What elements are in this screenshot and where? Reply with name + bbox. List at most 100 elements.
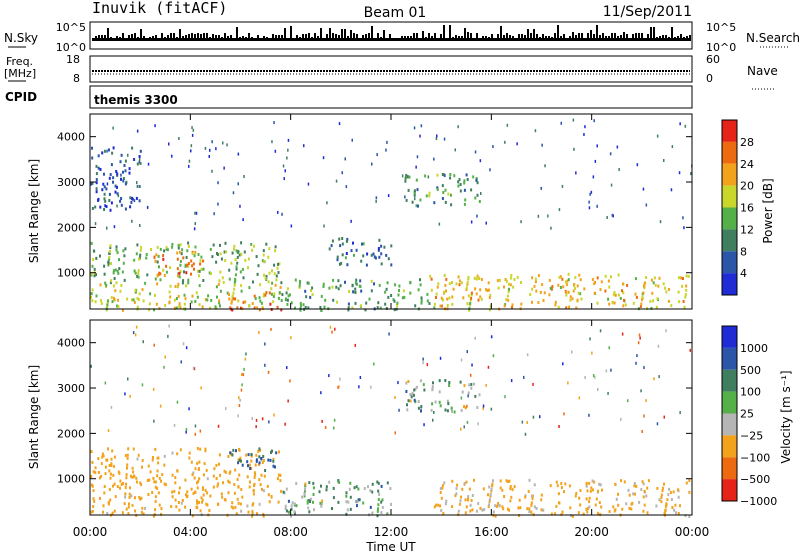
nsky-bar xyxy=(104,35,106,41)
data-cell xyxy=(116,192,119,196)
data-cell xyxy=(555,480,558,484)
data-cell xyxy=(194,490,197,494)
data-cell xyxy=(475,177,478,180)
data-cell xyxy=(274,465,276,469)
data-cell xyxy=(166,248,169,252)
data-cell xyxy=(262,512,265,516)
data-cell xyxy=(450,406,453,410)
data-cell xyxy=(262,458,265,462)
data-cell xyxy=(136,243,139,247)
data-cell xyxy=(184,505,187,509)
nsky-bar xyxy=(686,36,688,41)
data-cell xyxy=(634,277,637,281)
data-cell xyxy=(299,304,302,308)
data-cell xyxy=(112,176,115,180)
data-cell xyxy=(607,279,610,283)
data-cell xyxy=(679,122,681,126)
data-cell xyxy=(488,499,491,503)
nsky-bar xyxy=(212,34,214,41)
data-cell xyxy=(324,298,327,302)
data-cell xyxy=(194,250,197,254)
data-cell xyxy=(217,424,220,428)
data-cell xyxy=(454,148,456,152)
data-cell xyxy=(604,274,607,278)
data-cell xyxy=(267,493,270,497)
data-cell xyxy=(531,276,534,280)
data-cell xyxy=(237,461,240,465)
data-cell xyxy=(187,278,190,282)
data-cell xyxy=(228,297,231,301)
data-cell xyxy=(386,481,389,485)
data-cell xyxy=(586,507,589,510)
data-cell xyxy=(255,418,258,422)
data-cell xyxy=(194,245,197,249)
data-cell xyxy=(561,277,564,281)
data-cell xyxy=(455,282,458,286)
data-cell xyxy=(503,285,505,289)
data-cell xyxy=(394,431,396,435)
data-cell xyxy=(156,474,159,478)
data-cell xyxy=(320,308,323,312)
data-cell xyxy=(188,164,190,168)
data-cell xyxy=(347,306,350,310)
data-cell xyxy=(654,283,657,287)
data-cell xyxy=(444,408,447,412)
nsky-bar xyxy=(317,36,319,41)
data-cell xyxy=(588,481,591,485)
data-cell xyxy=(467,497,470,501)
data-cell xyxy=(113,298,116,302)
data-cell xyxy=(233,483,236,486)
data-cell xyxy=(504,278,507,281)
data-cell xyxy=(124,454,127,458)
data-cell xyxy=(451,479,454,483)
data-cell xyxy=(487,365,490,369)
data-cell xyxy=(258,331,260,335)
data-cell xyxy=(409,280,412,284)
data-cell xyxy=(634,492,636,496)
data-cell xyxy=(130,474,132,478)
nsky-bar xyxy=(623,32,625,41)
data-cell xyxy=(337,500,340,504)
data-cell xyxy=(477,502,480,505)
data-cell xyxy=(251,514,254,518)
data-cell xyxy=(416,188,419,192)
data-cell xyxy=(579,503,582,507)
data-cell xyxy=(641,298,643,302)
data-cell xyxy=(146,205,149,209)
data-cell xyxy=(221,495,224,499)
colorbar-tick-label: 1000 xyxy=(740,342,768,355)
data-cell xyxy=(578,496,581,500)
data-cell xyxy=(124,247,127,251)
data-cell xyxy=(397,381,399,385)
data-cell xyxy=(476,193,479,197)
data-cell xyxy=(120,153,123,157)
nsky-bar xyxy=(452,37,454,41)
data-cell xyxy=(254,463,257,467)
data-cell xyxy=(182,279,185,283)
data-cell xyxy=(249,480,251,484)
nsky-panel: N.Sky 10^5 10^0 10^5 10^0 N.Search xyxy=(4,21,800,54)
colorbar-segment xyxy=(722,479,737,501)
data-cell xyxy=(137,269,140,273)
data-cell xyxy=(617,503,620,507)
data-cell xyxy=(353,486,356,490)
data-cell xyxy=(386,140,388,144)
data-cell xyxy=(142,299,145,303)
data-cell xyxy=(586,510,589,514)
data-cell xyxy=(574,286,577,290)
data-cell xyxy=(104,381,107,385)
data-cell xyxy=(258,478,261,482)
data-cell xyxy=(179,243,182,247)
nsky-bar xyxy=(380,37,382,41)
data-cell xyxy=(277,473,280,477)
data-cell xyxy=(363,487,366,490)
data-cell xyxy=(413,398,416,402)
data-cell xyxy=(91,146,93,150)
data-cell xyxy=(102,182,105,186)
data-cell xyxy=(575,491,578,495)
colorbar-tick-label: −1000 xyxy=(740,495,777,508)
data-cell xyxy=(319,501,322,505)
data-cell xyxy=(345,491,348,495)
data-cell xyxy=(199,262,202,266)
